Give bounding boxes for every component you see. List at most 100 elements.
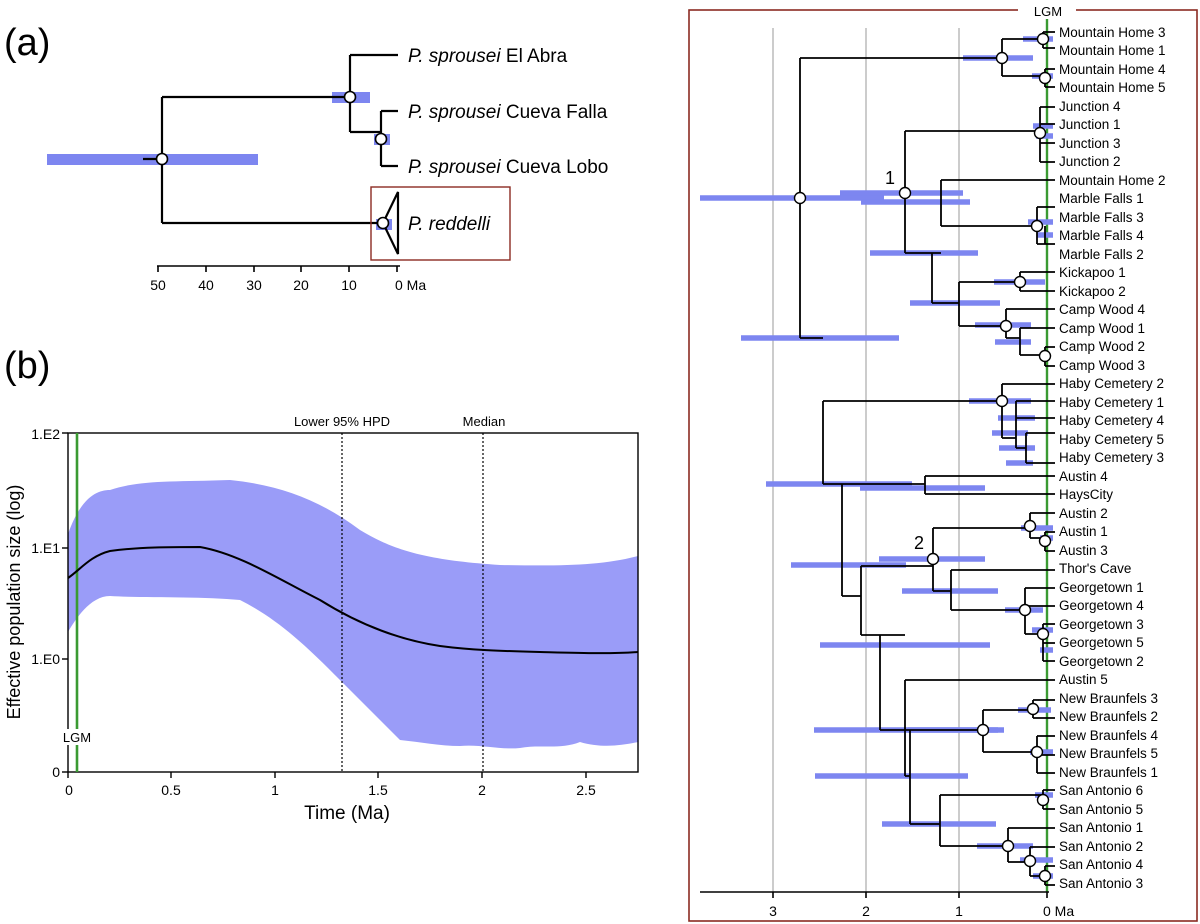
panel-c-axis-ticks: 3 2 1 0 Ma: [769, 903, 1074, 919]
tip-c-11: Marble Falls 4: [1059, 228, 1144, 243]
tip-c-8: Mountain Home 2: [1059, 173, 1166, 188]
y-axis-label: Effective population size (log): [4, 485, 24, 720]
plot-frame: [67, 432, 639, 773]
node-root: [155, 152, 169, 166]
tip-c-6: Junction 3: [1059, 136, 1121, 151]
panel-b-x-axis: [67, 772, 587, 778]
tip-c-36: New Braunfels 3: [1059, 691, 1158, 706]
node-c-mh: [995, 51, 1009, 65]
tip-c-21: Haby Cemetery 4: [1059, 413, 1165, 428]
panel-a-hpd-bars: [47, 92, 392, 230]
node-c-austin: [1023, 519, 1037, 533]
a-tick-0: 0 Ma: [395, 277, 426, 293]
tip-c-3: Mountain Home 5: [1059, 80, 1166, 95]
node-c-mh31: [1036, 32, 1050, 46]
tip-c-22: Haby Cemetery 5: [1059, 432, 1164, 447]
node-c-root: [793, 191, 807, 205]
node-c-nb: [976, 723, 990, 737]
tip-c-40: New Braunfels 1: [1059, 765, 1158, 780]
panel-c-lgm-label-bg: [1018, 3, 1076, 19]
node-label-2: 2: [914, 533, 924, 553]
panel-c-hpd-bars: [700, 36, 1053, 879]
panel-a-tip-labels: P. sprousei El Abra P. sprousei Cueva Fa…: [408, 46, 608, 235]
tip-c-24: Austin 4: [1059, 469, 1108, 484]
a-tick-20: 20: [293, 277, 309, 293]
panel-b-x-ticks: 0 0.5 1 1.5 2 2.5: [65, 782, 596, 798]
tip-c-13: Kickapoo 1: [1059, 265, 1126, 280]
node-c-campwood: [999, 319, 1013, 333]
tip-c-30: Georgetown 1: [1059, 580, 1144, 595]
tip-c-1: Mountain Home 1: [1059, 43, 1166, 58]
tip-c-45: San Antonio 4: [1059, 857, 1144, 872]
c-tick-3: 3: [769, 903, 777, 919]
median-label: Median: [463, 414, 506, 429]
tip-c-15: Camp Wood 4: [1059, 302, 1146, 317]
tip-reddelli: P. reddelli: [408, 214, 491, 235]
tip-cueva-lobo: P. sprousei Cueva Lobo: [408, 157, 608, 178]
y-tick-1e0: 1.E0: [31, 651, 60, 667]
node-reddelli: [376, 216, 390, 230]
tip-el-abra: P. sprousei El Abra: [408, 46, 568, 67]
tip-c-0: Mountain Home 3: [1059, 25, 1166, 40]
panel-b-y-axis: [62, 432, 68, 773]
lgm-label-bg: [58, 729, 98, 745]
panel-c-axis: [700, 891, 1049, 898]
node-label-1: 1: [885, 168, 895, 188]
y-tick-1e2: 1.E2: [31, 426, 60, 442]
node-c-2: [926, 552, 940, 566]
c-tick-1: 1: [955, 903, 963, 919]
tip-c-29: Thor's Cave: [1059, 561, 1131, 576]
panel-c-branches: [799, 31, 1055, 886]
tip-c-46: San Antonio 3: [1059, 876, 1143, 891]
node-c-1: [898, 186, 912, 200]
x-tick-15: 1.5: [368, 782, 388, 798]
a-tick-10: 10: [341, 277, 357, 293]
node-falla-lobo: [374, 132, 388, 146]
tip-c-17: Camp Wood 2: [1059, 339, 1145, 354]
node-c-nb451: [1030, 745, 1044, 759]
tip-c-20: Haby Cemetery 1: [1059, 395, 1164, 410]
node-c-sa24: [1023, 854, 1037, 868]
panel-b: (b) Lower 95% HPD Median LGM 1.E2 1.E1 1…: [4, 345, 639, 824]
panel-b-label: (b): [4, 345, 50, 387]
tip-c-44: San Antonio 2: [1059, 839, 1143, 854]
tip-c-26: Austin 2: [1059, 506, 1108, 521]
panel-c: LGM: [688, 3, 1198, 922]
tip-c-37: New Braunfels 2: [1059, 709, 1158, 724]
panel-c-lgm-label: LGM: [1034, 4, 1062, 19]
node-sprousei: [343, 90, 357, 104]
tip-c-5: Junction 1: [1059, 117, 1121, 132]
tip-c-32: Georgetown 3: [1059, 617, 1144, 632]
tip-c-9: Marble Falls 1: [1059, 191, 1144, 206]
node-c-sa: [1001, 839, 1015, 853]
tip-cueva-falla: P. sprousei Cueva Falla: [408, 102, 608, 123]
y-tick-1e1: 1.E1: [31, 540, 60, 556]
panel-c-nodes: [793, 32, 1052, 883]
tip-c-18: Camp Wood 3: [1059, 358, 1145, 373]
node-c-junction: [1033, 126, 1047, 140]
tip-c-41: San Antonio 6: [1059, 783, 1143, 798]
tip-c-2: Mountain Home 4: [1059, 62, 1166, 77]
c-tick-0: 0 Ma: [1043, 903, 1074, 919]
node-c-georgetown: [1018, 603, 1032, 617]
node-c-sa65: [1036, 793, 1050, 807]
a-tick-30: 30: [246, 277, 262, 293]
tip-c-33: Georgetown 5: [1059, 635, 1144, 650]
panel-a-nodes: [155, 90, 390, 230]
node-c-mh45: [1038, 71, 1052, 85]
panel-c-gridlines: [772, 28, 960, 892]
c-tick-2: 2: [862, 903, 870, 919]
panel-a-label: (a): [4, 22, 50, 64]
node-c-georgetown5: [1036, 627, 1050, 641]
reddelli-highlight-box: [370, 186, 511, 261]
tip-c-39: New Braunfels 5: [1059, 746, 1158, 761]
x-axis-label: Time (Ma): [304, 803, 390, 824]
tip-c-14: Kickapoo 2: [1059, 284, 1126, 299]
node-c-campwood23: [1038, 349, 1052, 363]
tip-c-28: Austin 3: [1059, 543, 1108, 558]
x-tick-2: 2: [478, 782, 486, 798]
a-tick-40: 40: [198, 277, 214, 293]
hpd-band: [68, 480, 638, 749]
tip-c-34: Georgetown 2: [1059, 654, 1144, 669]
node-c-austin13: [1038, 534, 1052, 548]
